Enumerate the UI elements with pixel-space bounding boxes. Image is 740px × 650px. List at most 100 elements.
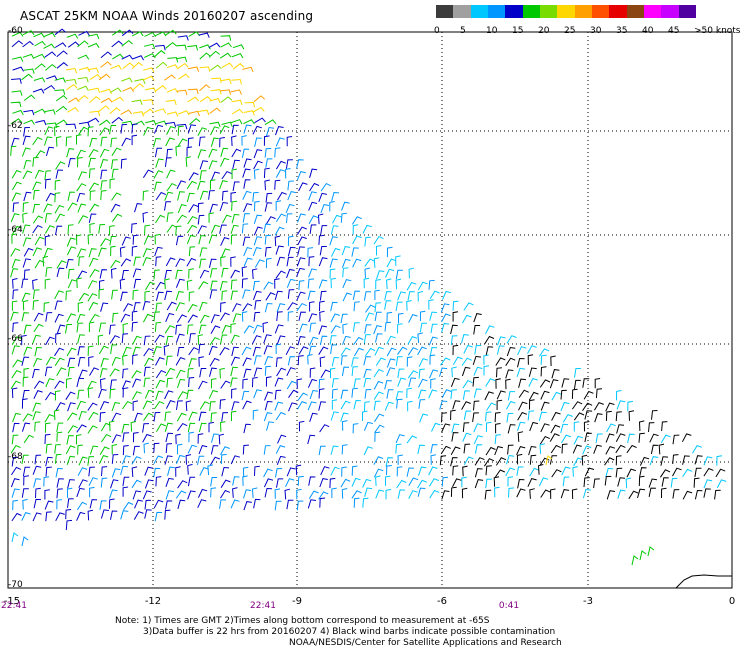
wind-barb bbox=[274, 147, 281, 158]
wind-barb bbox=[144, 479, 154, 489]
wind-barb bbox=[506, 454, 515, 465]
wind-barb bbox=[395, 391, 404, 401]
wind-barb bbox=[221, 324, 231, 334]
wind-barb bbox=[330, 277, 337, 289]
wind-barb bbox=[219, 137, 225, 148]
wind-barb bbox=[155, 120, 167, 126]
wind-barb bbox=[54, 89, 66, 95]
wind-barb bbox=[54, 357, 65, 366]
wind-barb bbox=[286, 213, 293, 224]
wind-barb bbox=[176, 214, 187, 223]
wind-barb bbox=[451, 366, 457, 378]
wind-barb bbox=[506, 335, 517, 344]
wind-barb bbox=[417, 332, 423, 344]
wind-barb bbox=[340, 389, 349, 400]
wind-barb bbox=[142, 190, 149, 201]
wind-barb bbox=[23, 324, 32, 335]
wind-barb bbox=[32, 512, 42, 522]
wind-barb bbox=[297, 400, 307, 410]
wind-barb bbox=[364, 267, 371, 279]
wind-barb bbox=[331, 388, 338, 399]
wind-barb bbox=[309, 367, 316, 378]
wind-barb bbox=[54, 204, 65, 214]
wind-barb bbox=[12, 202, 19, 213]
wind-barb bbox=[286, 268, 295, 279]
wind-barb bbox=[199, 190, 209, 200]
wind-barb bbox=[133, 432, 139, 443]
wind-barb bbox=[253, 367, 262, 377]
wind-barb bbox=[242, 400, 252, 410]
wind-barb bbox=[243, 501, 252, 511]
wind-barb bbox=[131, 223, 138, 234]
wind-barb bbox=[177, 35, 189, 41]
wind-barb bbox=[483, 365, 489, 376]
wind-barb bbox=[55, 105, 68, 113]
wind-barb bbox=[560, 389, 567, 400]
wind-barb bbox=[54, 179, 61, 191]
wind-barb bbox=[296, 291, 306, 301]
wind-barb bbox=[109, 489, 118, 499]
wind-barb bbox=[175, 433, 181, 445]
wind-barb bbox=[78, 292, 90, 302]
wind-barb bbox=[277, 434, 287, 444]
wind-barb bbox=[252, 125, 262, 135]
wind-barb bbox=[308, 256, 315, 267]
wind-barb bbox=[131, 245, 138, 257]
wind-barb bbox=[88, 157, 96, 168]
wind-barb bbox=[155, 356, 165, 366]
wind-barb bbox=[329, 268, 336, 279]
wind-barb bbox=[99, 148, 110, 158]
wind-barb bbox=[12, 109, 24, 116]
wind-barb bbox=[208, 421, 214, 433]
wind-barb bbox=[45, 267, 52, 277]
wind-barb bbox=[703, 479, 713, 489]
wind-barb bbox=[375, 357, 386, 366]
wind-barb bbox=[76, 487, 85, 498]
wind-barb bbox=[11, 434, 19, 445]
wind-barb bbox=[109, 388, 116, 399]
wind-barb bbox=[463, 410, 472, 420]
wind-barb bbox=[364, 258, 375, 267]
coastline bbox=[675, 574, 732, 589]
wind-barb bbox=[111, 192, 122, 201]
wind-barb bbox=[494, 446, 504, 456]
wind-barb bbox=[143, 366, 151, 377]
wind-barb bbox=[265, 158, 273, 168]
wind-barb bbox=[298, 311, 306, 321]
wind-barb bbox=[21, 292, 31, 302]
wind-barb bbox=[244, 101, 256, 108]
wind-barb bbox=[98, 455, 109, 464]
wind-barb bbox=[341, 258, 351, 268]
wind-barb bbox=[120, 291, 128, 302]
wind-barb bbox=[165, 137, 175, 147]
wind-barb bbox=[88, 466, 95, 477]
wind-barb bbox=[263, 167, 270, 179]
wind-barb bbox=[298, 420, 305, 432]
wind-barb bbox=[693, 477, 700, 488]
wind-barb bbox=[164, 422, 173, 432]
wind-barb bbox=[22, 376, 29, 387]
wind-barb bbox=[166, 182, 177, 192]
wind-barb bbox=[164, 325, 175, 334]
wind-barb bbox=[197, 433, 204, 444]
wind-barb bbox=[166, 224, 177, 233]
wind-barb bbox=[650, 444, 659, 455]
wind-barb bbox=[198, 324, 207, 334]
wind-barb bbox=[210, 445, 219, 455]
wind-barb bbox=[177, 125, 184, 136]
wind-barb bbox=[54, 290, 64, 300]
wind-barb bbox=[275, 160, 286, 170]
wind-barb bbox=[46, 122, 58, 129]
wind-barb bbox=[22, 30, 35, 36]
wind-barb bbox=[132, 445, 140, 456]
wind-barb bbox=[132, 268, 142, 278]
wind-barb bbox=[175, 369, 186, 379]
wind-barb bbox=[131, 456, 142, 465]
wind-barb bbox=[66, 33, 79, 39]
wind-barb bbox=[155, 158, 164, 168]
wind-barb bbox=[308, 313, 318, 323]
wind-barb bbox=[266, 421, 274, 431]
wind-barb bbox=[166, 111, 179, 117]
wind-barb bbox=[35, 119, 47, 126]
wind-barb bbox=[254, 117, 266, 124]
